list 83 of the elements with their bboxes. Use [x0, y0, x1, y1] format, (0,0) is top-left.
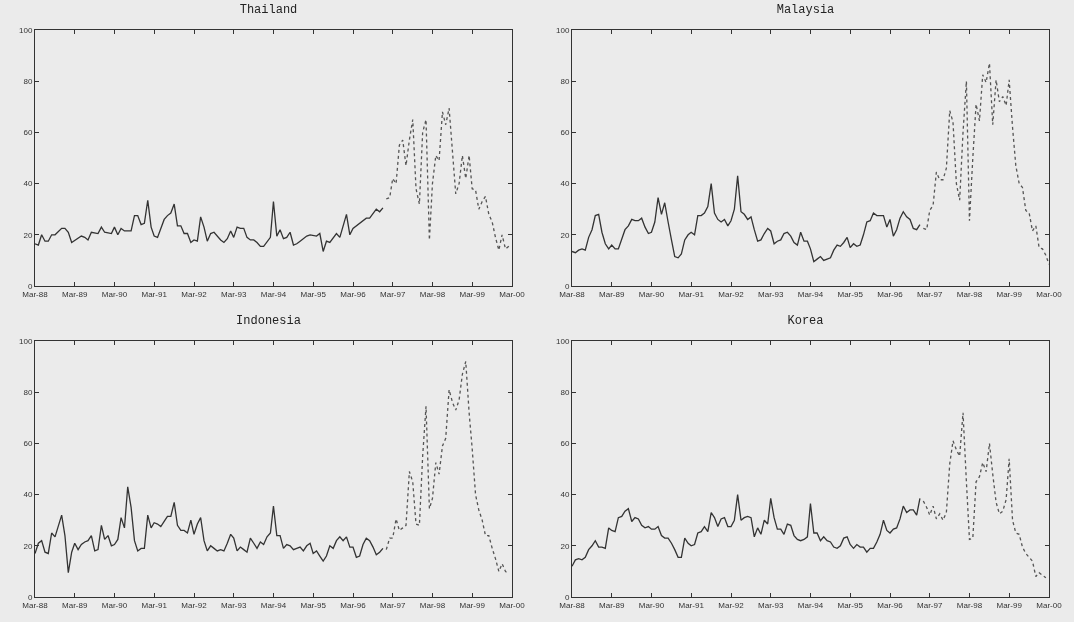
- x-tick-label: Mar-92: [718, 600, 745, 610]
- x-tick-label: Mar-94: [260, 289, 287, 299]
- x-tick-label: Mar-89: [599, 600, 625, 610]
- y-tick-label: 40: [23, 490, 33, 500]
- y-tick-label: 20: [23, 230, 33, 240]
- y-tick-label: 100: [556, 25, 570, 35]
- y-tick-label: 100: [556, 336, 570, 346]
- x-tick-label: Mar-97: [917, 600, 943, 610]
- y-tick-label: 0: [564, 281, 570, 291]
- x-tick-label: Mar-93: [758, 289, 784, 299]
- chart-title: Indonesia: [236, 314, 301, 329]
- x-tick-label: Mar-88: [559, 600, 586, 610]
- chart-title: Thailand: [239, 3, 298, 18]
- x-tick-label: Mar-97: [380, 289, 406, 299]
- y-tick-label: 20: [23, 541, 33, 551]
- x-tick-label: Mar-89: [62, 600, 88, 610]
- y-tick-label: 80: [560, 388, 570, 397]
- x-tick-label: Mar-96: [877, 289, 904, 299]
- chart-title: Korea: [787, 314, 824, 329]
- x-tick-label: Mar-88: [22, 289, 49, 299]
- x-tick-label: Mar-99: [996, 289, 1023, 299]
- y-tick-label: 0: [564, 592, 570, 602]
- y-tick-label: 80: [23, 388, 33, 397]
- y-tick-label: 40: [23, 179, 33, 189]
- x-tick-label: Mar-99: [996, 600, 1023, 610]
- x-tick-label: Mar-93: [221, 289, 247, 299]
- x-tick-label: Mar-96: [877, 600, 904, 610]
- x-tick-label: Mar-92: [718, 289, 745, 299]
- x-tick-label: Mar-96: [340, 289, 367, 299]
- y-tick-label: 20: [560, 541, 570, 551]
- y-tick-label: 100: [19, 25, 33, 35]
- x-tick-label: Mar-95: [300, 600, 327, 610]
- x-tick-label: Mar-98: [419, 289, 446, 299]
- y-tick-label: 60: [23, 439, 33, 449]
- x-tick-label: Mar-91: [678, 289, 705, 299]
- line-series: [922, 412, 1047, 579]
- x-tick-label: Mar-97: [917, 289, 943, 299]
- x-tick-label: Mar-94: [260, 600, 287, 610]
- x-tick-label: Mar-95: [837, 289, 864, 299]
- x-tick-label: Mar-99: [459, 289, 486, 299]
- x-tick-label: Mar-88: [22, 600, 49, 610]
- y-tick-label: 80: [560, 77, 570, 86]
- y-tick-label: 40: [560, 490, 570, 500]
- x-tick-label: Mar-89: [62, 289, 88, 299]
- x-tick-label: Mar-91: [141, 289, 168, 299]
- x-tick-label: Mar-91: [678, 600, 705, 610]
- y-tick-label: 0: [27, 592, 33, 602]
- y-tick-label: 60: [23, 128, 33, 138]
- y-tick-label: 40: [560, 179, 570, 189]
- x-tick-label: Mar-94: [797, 289, 824, 299]
- chart-title: Malaysia: [776, 3, 835, 18]
- y-tick-label: 60: [560, 439, 570, 449]
- x-tick-label: Mar-90: [101, 289, 128, 299]
- x-tick-label: Mar-91: [141, 600, 168, 610]
- x-tick-label: Mar-00: [499, 600, 526, 610]
- x-tick-label: Mar-97: [380, 600, 406, 610]
- line-series: [385, 360, 510, 575]
- x-tick-label: Mar-95: [300, 289, 327, 299]
- x-tick-label: Mar-89: [599, 289, 625, 299]
- x-tick-label: Mar-95: [837, 600, 864, 610]
- y-tick-label: 80: [23, 77, 33, 86]
- x-tick-label: Mar-98: [956, 289, 983, 299]
- x-tick-label: Mar-93: [758, 600, 784, 610]
- x-tick-label: Mar-96: [340, 600, 367, 610]
- y-tick-label: 100: [19, 336, 33, 346]
- x-tick-label: Mar-93: [221, 600, 247, 610]
- x-tick-label: Mar-98: [419, 600, 446, 610]
- y-tick-label: 20: [560, 230, 570, 240]
- line-series: [385, 107, 510, 251]
- x-tick-label: Mar-99: [459, 600, 486, 610]
- x-tick-label: Mar-88: [559, 289, 586, 299]
- x-tick-label: Mar-00: [1036, 289, 1063, 299]
- x-tick-label: Mar-98: [956, 600, 983, 610]
- x-tick-label: Mar-90: [638, 289, 665, 299]
- x-tick-label: Mar-94: [797, 600, 824, 610]
- y-tick-label: 0: [27, 281, 33, 291]
- x-tick-label: Mar-00: [499, 289, 526, 299]
- x-tick-label: Mar-90: [638, 600, 665, 610]
- y-tick-label: 60: [560, 128, 570, 138]
- x-tick-label: Mar-92: [181, 600, 208, 610]
- x-tick-label: Mar-00: [1036, 600, 1063, 610]
- x-tick-label: Mar-90: [101, 600, 128, 610]
- x-tick-label: Mar-92: [181, 289, 208, 299]
